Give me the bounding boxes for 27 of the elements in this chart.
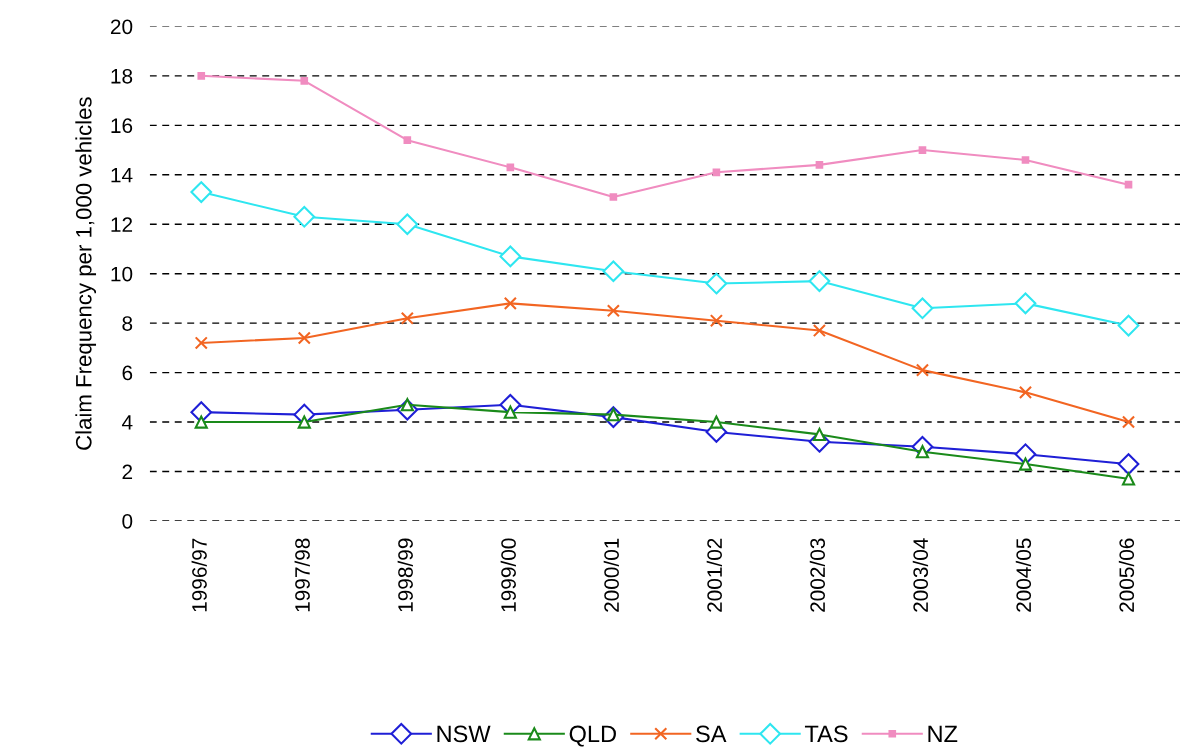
y-tick-label: 2 [122,464,133,480]
x-tick-label: 2000/01 [603,538,619,612]
y-tick-label: 12 [111,217,133,232]
x-tick-label: 1996/97 [191,538,207,612]
x-tick-label: 2003/04 [912,538,929,612]
y-tick-label: 10 [111,266,133,282]
y-tick-label: 20 [110,19,133,35]
y-tick-label: 0 [122,513,133,529]
legend-label: NZ [928,725,958,743]
x-tick-label: 1997/98 [294,538,310,612]
y-tick-label: 4 [121,415,133,430]
y-tick-label: 8 [122,316,133,331]
y-tick-label: 18 [111,68,133,84]
legend-label: NSW [437,725,491,743]
x-tick-label: 2001/02 [706,538,722,612]
y-tick-label: 16 [111,118,133,134]
y-tick-label: 14 [111,168,133,183]
y-tick-label: 6 [122,365,133,381]
x-tick-label: 1998/99 [397,538,413,612]
x-tick-label: 2005/06 [1118,538,1135,612]
y-axis-title: Claim Frequency per 1,000 vehicles [75,97,97,450]
legend-label: QLD [569,725,616,747]
legend-label: TAS [804,725,848,743]
x-tick-label: 2004/05 [1015,538,1032,612]
legend-label: SA [696,725,727,743]
x-tick-label: 2002/03 [809,538,826,612]
x-tick-label: 1999/00 [500,538,516,612]
